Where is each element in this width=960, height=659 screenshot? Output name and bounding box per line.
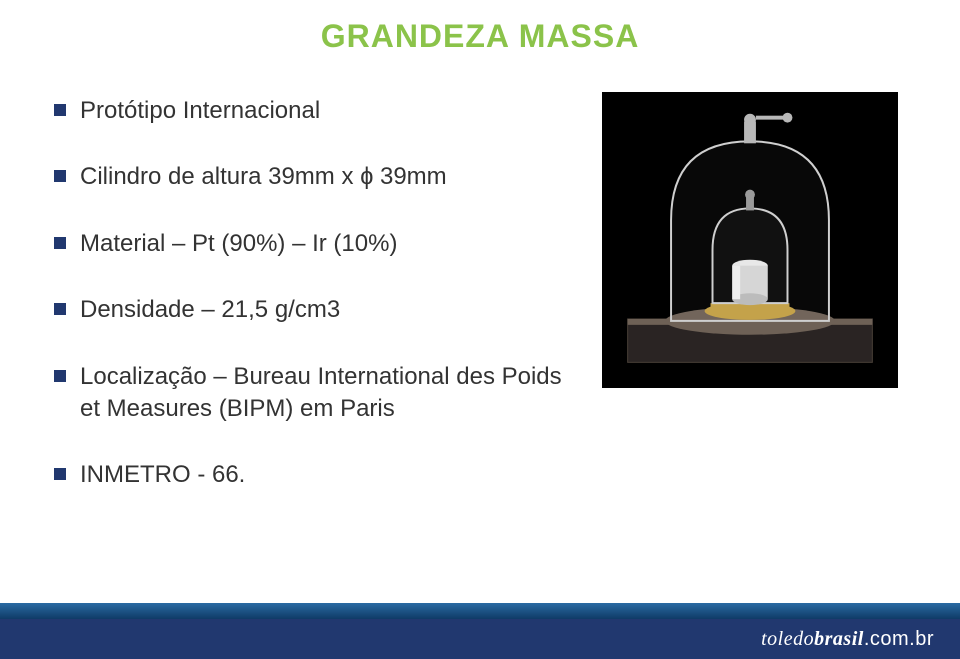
brand-bold: brasil bbox=[814, 628, 864, 650]
bullet-icon bbox=[54, 237, 66, 249]
bullet-icon bbox=[54, 104, 66, 116]
list-item: Material – Pt (90%) – Ir (10%) bbox=[54, 228, 574, 260]
footer-accent bbox=[0, 603, 960, 619]
bullet-text: Material – Pt (90%) – Ir (10%) bbox=[80, 228, 397, 260]
bullet-list: Protótipo Internacional Cilindro de altu… bbox=[54, 95, 574, 526]
bullet-icon bbox=[54, 468, 66, 480]
prototype-svg bbox=[602, 92, 898, 388]
list-item: Densidade – 21,5 g/cm3 bbox=[54, 294, 574, 326]
page-title: GRANDEZA MASSA bbox=[0, 18, 960, 55]
bullet-text: Protótipo Internacional bbox=[80, 95, 320, 127]
bullet-icon bbox=[54, 170, 66, 182]
brand-main: toledo bbox=[761, 628, 814, 650]
prototype-figure bbox=[602, 92, 898, 388]
brand-suffix: .com.br bbox=[864, 628, 934, 650]
slide: GRANDEZA MASSA Protótipo Internacional C… bbox=[0, 0, 960, 659]
footer-bar: toledobrasil.com.br bbox=[0, 619, 960, 659]
bullet-icon bbox=[54, 370, 66, 382]
bullet-text: Cilindro de altura 39mm x ɸ 39mm bbox=[80, 161, 447, 193]
list-item: Localização – Bureau International des P… bbox=[54, 361, 574, 426]
bullet-text: INMETRO - 66. bbox=[80, 459, 245, 491]
footer: toledobrasil.com.br bbox=[0, 603, 960, 659]
list-item: Protótipo Internacional bbox=[54, 95, 574, 127]
bullet-text: Densidade – 21,5 g/cm3 bbox=[80, 294, 340, 326]
footer-brand: toledobrasil.com.br bbox=[761, 628, 934, 651]
bullet-icon bbox=[54, 303, 66, 315]
list-item: INMETRO - 66. bbox=[54, 459, 574, 491]
list-item: Cilindro de altura 39mm x ɸ 39mm bbox=[54, 161, 574, 193]
bullet-text: Localização – Bureau International des P… bbox=[80, 361, 574, 426]
